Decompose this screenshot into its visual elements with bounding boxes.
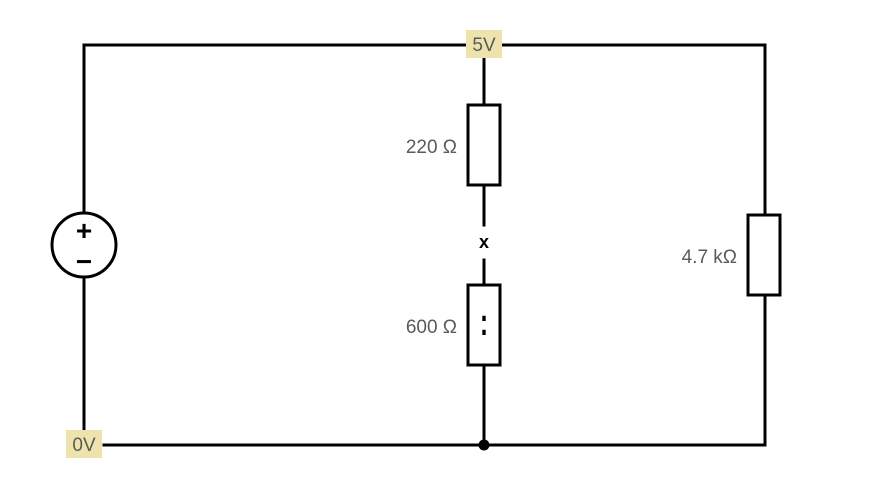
node-label-5v-bg bbox=[466, 30, 502, 58]
node-label-5v-text: 5V bbox=[472, 35, 496, 56]
resistor-220-label: 220 Ω bbox=[406, 137, 457, 158]
resistor-600-icon bbox=[466, 283, 502, 367]
voltage-source-icon: + − bbox=[50, 211, 118, 279]
resistor-600-label: 600 Ω bbox=[406, 317, 457, 338]
open-circuit-x-icon: x bbox=[479, 232, 489, 252]
source-minus-sign: − bbox=[76, 246, 92, 277]
resistor-4k7-icon bbox=[746, 213, 782, 297]
node-label-0v-text: 0V bbox=[72, 435, 96, 456]
node-label-0v-bg bbox=[66, 430, 102, 458]
resistor-600-marks: : bbox=[480, 300, 488, 343]
node-label-0v: 0V bbox=[66, 430, 102, 458]
resistor-220-icon bbox=[466, 103, 502, 187]
source-plus-sign: + bbox=[76, 215, 92, 246]
junction-dot-icon bbox=[478, 439, 490, 451]
node-label-5v: 5V bbox=[466, 30, 502, 58]
resistor-4k7-label: 4.7 kΩ bbox=[682, 247, 737, 268]
